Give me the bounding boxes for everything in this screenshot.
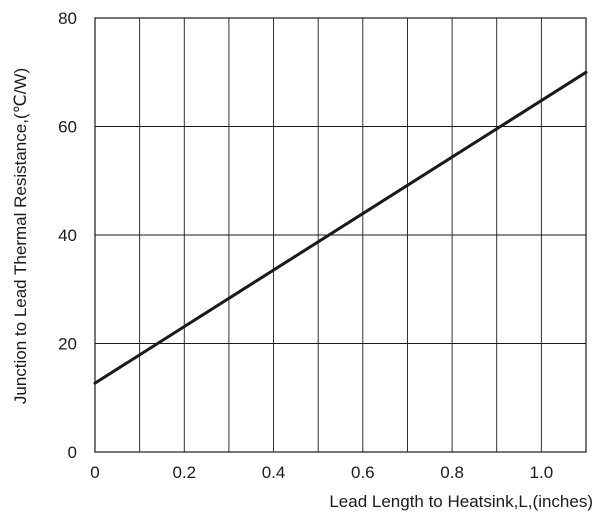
x-tick-label: 0.6 bbox=[351, 463, 375, 482]
grid-lines bbox=[95, 18, 586, 452]
x-tick-label: 0 bbox=[90, 463, 99, 482]
x-axis-label: Lead Length to Heatsink,L,(inches) bbox=[329, 492, 593, 511]
y-tick-label: 20 bbox=[58, 335, 77, 354]
series-layer bbox=[93, 70, 588, 385]
x-tick-label: 0.8 bbox=[440, 463, 464, 482]
x-tick-label: 0.2 bbox=[172, 463, 196, 482]
y-tick-label: 60 bbox=[58, 118, 77, 137]
x-axis-tick-labels: 0 0.2 0.4 0.6 0.8 1.0 bbox=[90, 463, 553, 482]
plot-area-frame bbox=[94, 17, 587, 453]
x-tick-label: 0.4 bbox=[262, 463, 286, 482]
y-tick-label: 80 bbox=[58, 9, 77, 28]
y-tick-label: 40 bbox=[58, 226, 77, 245]
y-axis-tick-labels: 0 20 40 60 80 bbox=[58, 9, 77, 462]
series-line bbox=[93, 70, 588, 385]
y-axis-label: Junction to Lead Thermal Resistance,(℃/W… bbox=[11, 68, 30, 404]
x-tick-label: 1.0 bbox=[530, 463, 554, 482]
y-tick-label: 0 bbox=[68, 443, 77, 462]
